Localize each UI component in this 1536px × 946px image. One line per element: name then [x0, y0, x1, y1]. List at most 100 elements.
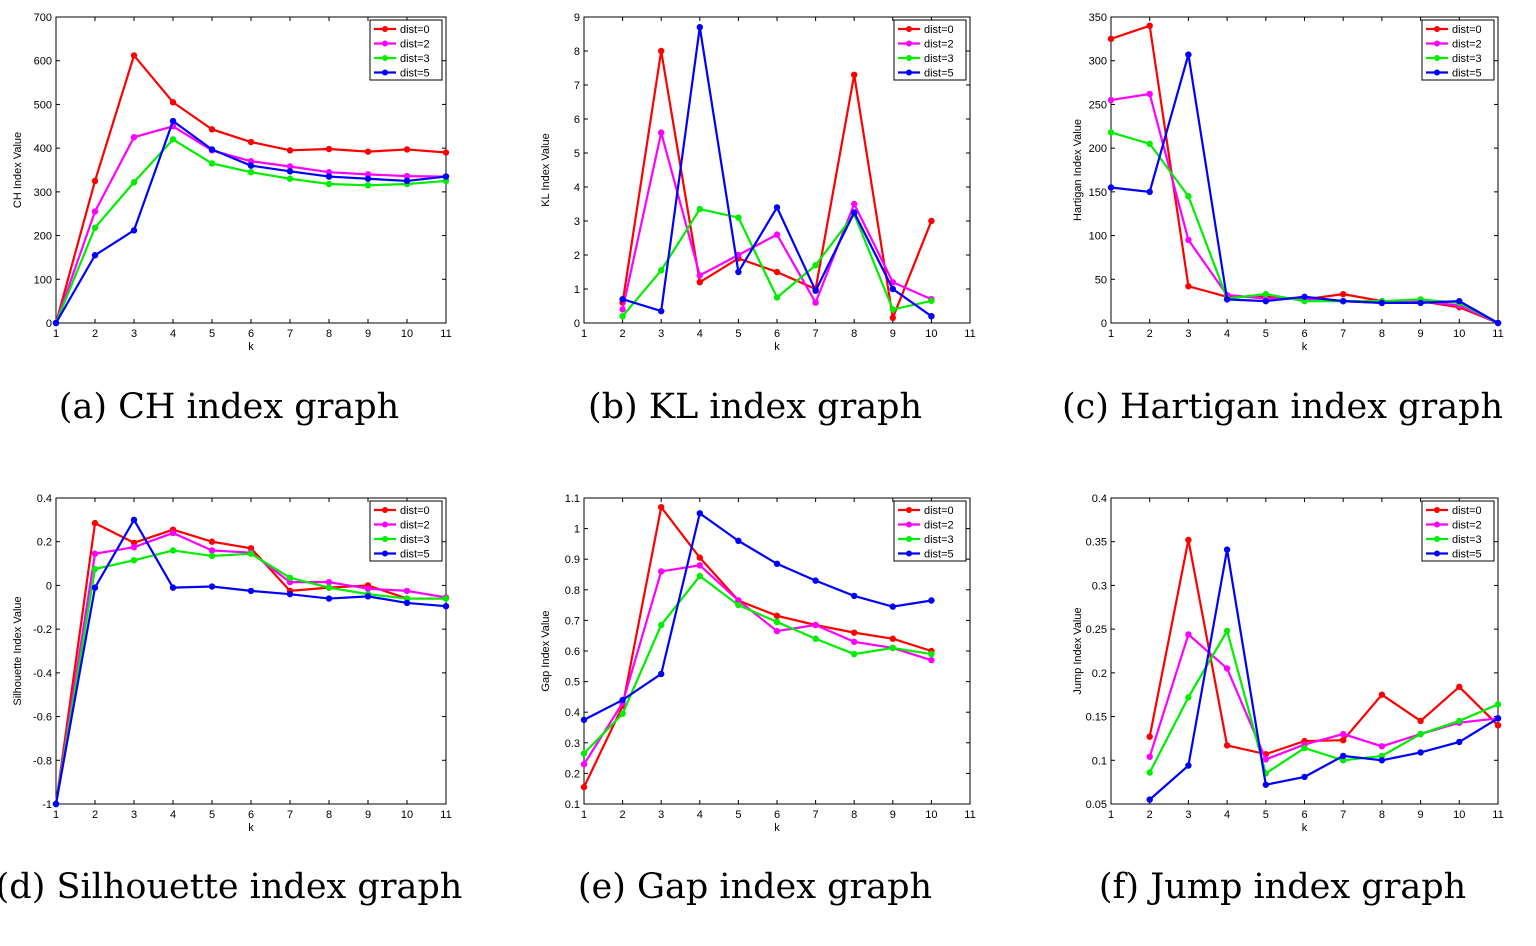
legend-marker — [906, 55, 912, 61]
x-tick-label: 10 — [401, 809, 413, 821]
series-line-dist-2 — [583, 564, 932, 765]
legend-marker — [382, 507, 388, 513]
y-tick-label: 0.1 — [1092, 755, 1107, 767]
x-tick-label: 11 — [964, 809, 975, 821]
y-tick-label: -0.8 — [33, 755, 52, 767]
data-point — [1494, 701, 1502, 708]
data-point — [325, 584, 333, 591]
data-point — [403, 146, 411, 153]
x-tick-label: 2 — [92, 809, 98, 821]
data-point — [1494, 715, 1502, 722]
data-point — [1185, 51, 1192, 58]
chart-6: 1 2 3 4 5 6 7 8 9 10 11 0.05 0.1 0.15 0.2 0.25 0.3 0.35 0.… — [1072, 493, 1504, 907]
y-tick-label: 600 — [34, 56, 52, 68]
legend-label: dist=2 — [924, 520, 954, 532]
x-tick-label: 1 — [53, 328, 59, 340]
x-axis-label: k — [774, 341, 780, 353]
x-tick-label: 4 — [697, 809, 703, 821]
data-point — [1185, 283, 1192, 290]
data-point — [286, 590, 294, 598]
data-point — [1378, 743, 1386, 750]
data-point — [286, 147, 294, 154]
data-point — [325, 145, 333, 153]
legend-label: dist=0 — [400, 24, 430, 36]
data-point — [403, 177, 411, 185]
data-point — [169, 117, 177, 125]
data-point — [286, 168, 294, 175]
x-tick-label: 9 — [365, 809, 371, 821]
subfigure-caption: (f) Jump index graph — [1099, 867, 1466, 907]
data-point — [91, 224, 99, 231]
data-point — [1340, 297, 1347, 305]
y-tick-label: 500 — [34, 99, 52, 111]
data-point — [773, 560, 781, 567]
y-tick-label: 0.6 — [565, 646, 580, 658]
data-point — [773, 204, 781, 211]
legend-label: dist=3 — [1452, 53, 1482, 65]
legend-label: dist=0 — [924, 24, 954, 36]
x-tick-label: 6 — [774, 809, 780, 821]
y-tick-label: 0.05 — [1086, 799, 1107, 811]
y-tick-label: 0.25 — [1086, 624, 1107, 636]
y-tick-label: 300 — [1089, 56, 1107, 68]
data-point — [735, 601, 742, 609]
data-point — [735, 214, 742, 221]
x-tick-label: 10 — [925, 809, 937, 821]
data-point — [773, 618, 781, 626]
data-point — [208, 552, 216, 560]
data-point — [247, 550, 255, 557]
chart-5: 1 2 3 4 5 6 7 8 9 10 11 0.1 0.2 0.3 0.4 0.5 0.6 0.7 0.8 0.9… — [540, 493, 976, 907]
legend-label: dist=3 — [1452, 534, 1482, 546]
data-point — [1262, 756, 1270, 763]
x-tick-label: 3 — [658, 809, 664, 821]
y-tick-label: 150 — [1089, 187, 1107, 199]
data-point — [364, 175, 372, 182]
data-point — [696, 205, 703, 213]
chart-4: 1 2 3 4 5 6 7 8 9 10 11 -1 -0.8 -0.6 -0.4 -0.2 0 0.2 0.4 k S… — [0, 493, 462, 907]
x-axis-label: k — [1302, 341, 1308, 353]
data-point — [851, 200, 858, 208]
data-point — [619, 306, 626, 313]
y-tick-label: 0 — [46, 580, 52, 592]
data-point — [1301, 773, 1308, 781]
data-point — [1301, 744, 1308, 752]
data-point — [658, 503, 665, 511]
y-tick-label: 0 — [574, 318, 580, 330]
x-tick-label: 9 — [890, 328, 896, 340]
legend-label: dist=0 — [1452, 24, 1482, 36]
data-point — [130, 52, 138, 59]
data-point — [580, 716, 588, 724]
data-point — [208, 547, 216, 554]
legend-label: dist=5 — [400, 68, 430, 80]
y-axis-label: Jump Index Value — [1072, 607, 1084, 694]
legend-marker — [1434, 69, 1440, 76]
x-tick-label: 5 — [1263, 328, 1269, 340]
data-point — [169, 529, 177, 537]
data-point — [658, 267, 665, 274]
data-point — [364, 593, 372, 600]
x-tick-label: 4 — [1224, 328, 1230, 340]
x-tick-label: 3 — [658, 328, 664, 340]
series-line-dist-3 — [1148, 628, 1499, 776]
legend-label: dist=3 — [400, 534, 430, 546]
data-point — [812, 299, 819, 306]
y-tick-label: 350 — [1089, 12, 1107, 24]
y-tick-label: 1 — [574, 524, 580, 536]
legend-marker — [1434, 507, 1440, 513]
y-tick-label: 0.3 — [1092, 580, 1107, 592]
y-axis-label: Gap Index Value — [540, 610, 552, 691]
data-point — [169, 584, 177, 591]
y-tick-label: -0.6 — [33, 712, 52, 724]
data-point — [247, 168, 255, 176]
x-tick-label: 8 — [326, 809, 332, 821]
data-point — [130, 539, 138, 547]
data-point — [1107, 35, 1115, 43]
data-point — [1378, 752, 1386, 760]
legend-label: dist=0 — [400, 505, 430, 517]
x-tick-label: 8 — [326, 328, 332, 340]
data-point — [1456, 717, 1463, 725]
legend-marker — [906, 550, 912, 557]
y-tick-label: 0.2 — [37, 537, 52, 549]
